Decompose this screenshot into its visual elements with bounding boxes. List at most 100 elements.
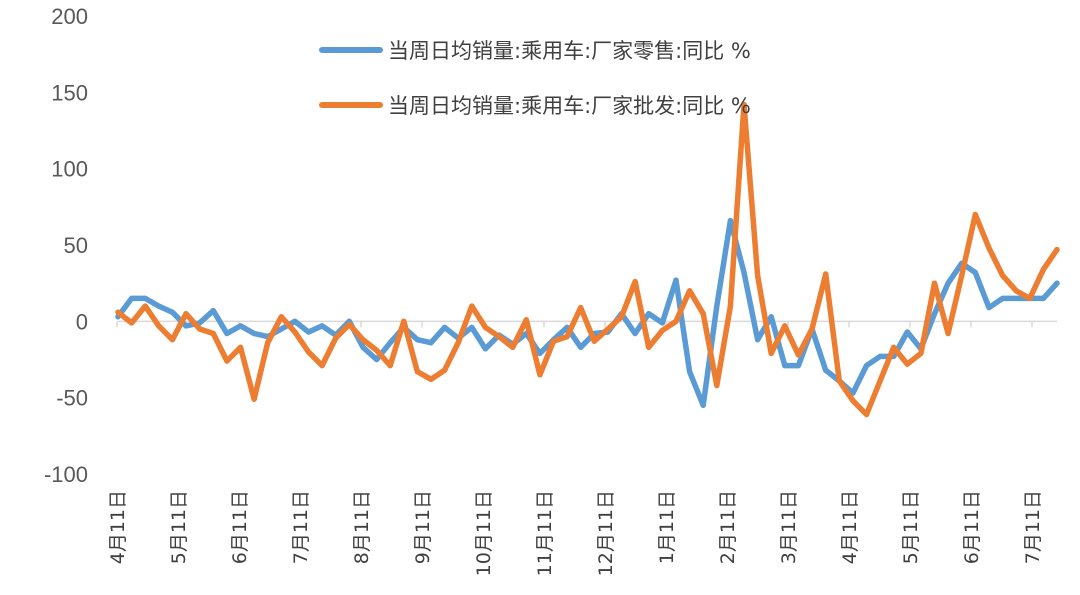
data-point <box>455 340 461 346</box>
series-points-wholesale <box>115 101 1060 418</box>
data-point <box>714 303 720 309</box>
data-point <box>374 356 380 363</box>
data-point <box>768 314 774 320</box>
data-point <box>1013 288 1019 294</box>
data-point <box>482 324 488 330</box>
data-point <box>578 344 584 350</box>
x-tick-label: 2月11日 <box>717 490 739 564</box>
data-point <box>727 303 734 309</box>
data-point <box>945 330 951 337</box>
data-point <box>428 340 434 346</box>
data-point <box>714 382 720 389</box>
data-point <box>741 269 747 276</box>
data-point <box>986 245 992 251</box>
data-point <box>618 314 625 320</box>
data-point <box>292 329 298 335</box>
data-point <box>632 279 638 285</box>
data-point <box>632 330 638 337</box>
x-tick-label: 5月11日 <box>900 490 922 564</box>
data-point <box>1000 295 1006 301</box>
data-point <box>823 367 829 373</box>
legend-label-wholesale: 当周日均销量:乘用车:厂家批发:同比 % <box>388 94 751 118</box>
data-point <box>169 309 175 315</box>
data-point <box>414 369 420 375</box>
data-point <box>523 317 529 323</box>
data-point <box>1027 295 1033 301</box>
data-point <box>346 321 352 327</box>
data-point <box>823 271 829 277</box>
legend-label-retail: 当周日均销量:乘用车:厂家零售:同比 % <box>388 39 751 63</box>
y-tick-label: 100 <box>51 157 88 182</box>
data-point <box>414 337 420 343</box>
legend: 当周日均销量:乘用车:厂家零售:同比 % 当周日均销量:乘用车:厂家批发:同比 … <box>319 39 751 118</box>
x-tick-label: 6月11日 <box>229 490 251 564</box>
x-tick-label: 4月11日 <box>839 490 861 564</box>
data-point <box>442 324 448 330</box>
data-point <box>156 303 162 309</box>
data-point <box>305 329 312 335</box>
data-point <box>755 337 761 343</box>
data-point <box>387 340 393 346</box>
data-point <box>700 402 706 408</box>
data-point <box>265 340 271 346</box>
data-point <box>129 295 135 301</box>
data-point <box>305 349 312 355</box>
data-point <box>863 363 870 369</box>
data-point <box>904 329 910 335</box>
data-point <box>278 326 284 332</box>
data-point <box>809 326 815 332</box>
data-point <box>333 335 339 341</box>
data-point <box>550 338 557 344</box>
data-point <box>931 280 938 286</box>
data-point <box>578 305 584 311</box>
data-point <box>210 308 216 314</box>
series-line-wholesale <box>115 101 1060 418</box>
y-tick-label: -50 <box>56 386 88 411</box>
data-point <box>401 318 407 324</box>
data-point <box>210 330 216 337</box>
data-point <box>237 323 244 329</box>
data-point <box>646 344 652 350</box>
data-point <box>537 372 543 378</box>
x-tick-label: 12月11日 <box>595 490 617 576</box>
x-tick-label: 1月11日 <box>656 490 678 564</box>
y-axis-ticks: -100 -50 0 50 100 150 200 <box>44 4 88 487</box>
x-tick-label: 9月11日 <box>412 490 434 564</box>
y-tick-label: 0 <box>76 309 88 334</box>
data-point <box>251 330 257 337</box>
data-point <box>591 338 597 344</box>
data-point <box>1054 247 1060 253</box>
data-point <box>183 311 189 317</box>
data-point <box>782 323 788 329</box>
data-point <box>605 326 611 332</box>
x-tick-label: 4月11日 <box>107 490 129 564</box>
data-point <box>972 269 978 276</box>
y-tick-label: 50 <box>64 233 88 258</box>
y-tick-label: -100 <box>44 462 88 487</box>
data-point <box>918 350 924 356</box>
data-point <box>727 218 734 224</box>
data-point <box>836 378 842 384</box>
data-point <box>931 311 938 317</box>
data-point <box>428 376 434 382</box>
data-point <box>374 347 380 353</box>
data-point <box>224 358 230 364</box>
data-point <box>972 211 978 218</box>
data-point <box>278 314 284 320</box>
x-tick-label: 5月11日 <box>168 490 190 564</box>
data-point <box>197 326 203 332</box>
x-tick-label: 8月11日 <box>351 490 373 564</box>
data-point <box>537 350 543 356</box>
x-tick-label: 7月11日 <box>1022 490 1044 564</box>
data-point <box>795 363 802 369</box>
data-point <box>741 101 747 108</box>
data-point <box>1013 295 1019 301</box>
data-point <box>986 305 992 311</box>
data-point <box>496 334 502 340</box>
data-point <box>659 320 665 326</box>
data-point <box>850 398 856 404</box>
data-point <box>673 318 679 324</box>
data-point <box>564 334 570 340</box>
data-point <box>442 367 448 373</box>
